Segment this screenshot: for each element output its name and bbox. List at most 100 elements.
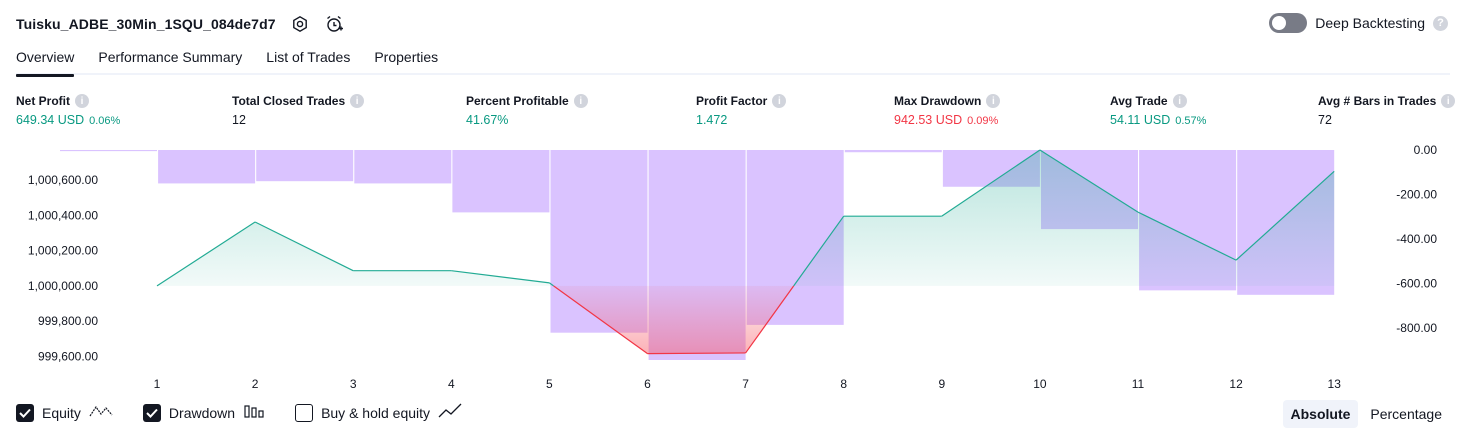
legend-label: Buy & hold equity [321,404,431,421]
right-axis-tick-label: -400.00 [1396,232,1437,246]
left-axis-tick-label: 999,800.00 [38,314,98,328]
metric-percent: 0.57% [1175,115,1207,127]
metric-net-profit: Net Profit i 649.34 USD 0.06% [16,94,120,127]
metric-max-drawdown: Max Drawdown i 942.53 USD 0.09% [894,94,1001,127]
deep-backtesting-toggle[interactable] [1269,13,1308,33]
tab-properties[interactable]: Properties [374,49,439,65]
info-icon[interactable]: i [350,94,365,108]
x-axis-tick-label: 11 [1132,377,1145,391]
equity-line-segment [156,221,256,287]
chart-legend: Equity Drawdown Buy & hold equity [16,403,462,422]
x-axis-tick-label: 10 [1033,377,1047,391]
equity-line-segment [451,270,550,284]
metric-percent: 0.06% [89,115,121,127]
absolute-button[interactable]: Absolute [1282,400,1359,428]
x-axis-tick-label: 2 [252,377,259,391]
strategy-title: Tuisku_ADBE_30Min_1SQU_084de7d7 [16,16,276,32]
drawdown-bar [844,150,942,153]
equity-checkbox[interactable] [16,403,34,422]
x-axis-tick-label: 4 [448,377,455,391]
equity-line-segment [553,285,648,355]
right-axis-tick-label: 0.00 [1414,143,1438,157]
metric-label: Max Drawdown [894,94,982,108]
report-header: Tuisku_ADBE_30Min_1SQU_084de7d7 [16,12,344,36]
right-axis-tick-label: -800.00 [1396,321,1437,335]
right-axis-tick-label: -600.00 [1396,277,1437,291]
left-axis-tick-label: 999,600.00 [38,349,98,363]
deep-backtesting-control: Deep Backtesting ? [1269,13,1448,33]
equity-line-segment [254,221,354,272]
info-icon[interactable]: i [986,94,1001,108]
equity-line-segment [745,285,795,354]
metric-label: Avg # Bars in Trades [1318,94,1437,108]
x-axis-tick-label: 6 [644,377,651,391]
tab-performance-summary[interactable]: Performance Summary [98,49,243,65]
equity-drawdown-chart[interactable]: 1,000,600.00 1,000,400.00 1,000,200.00 1,00… [0,140,1466,395]
metric-total-closed-trades: Total Closed Trades i 12 [232,94,365,127]
metric-avg-trade: Avg Trade i 54.11 USD 0.57% [1110,94,1206,127]
metric-value: 1.472 [696,113,728,127]
equity-line-segment [647,352,746,355]
drawdown-bar [256,150,354,182]
buy-hold-checkbox[interactable] [295,403,314,422]
metric-label: Percent Profitable [466,94,569,108]
info-icon[interactable]: i [75,94,89,108]
metric-percent-profitable: Percent Profitable i 41.67% [466,94,588,127]
left-axis-tick-label: 1,000,200.00 [28,244,98,258]
x-axis-tick-label: 1 [154,377,161,391]
legend-buy-hold-equity[interactable]: Buy & hold equity [295,403,462,422]
drawdown-bar [354,150,452,184]
left-axis-tick-label: 1,000,400.00 [28,208,98,222]
x-axis-tick-label: 5 [546,377,553,391]
metric-value: 54.11 USD [1110,113,1171,127]
x-axis-tick-label: 9 [938,377,945,391]
metric-avg-bars-in-trades: Avg # Bars in Trades i 72 [1318,94,1456,127]
x-axis-tick-label: 12 [1229,377,1243,391]
metric-value: 72 [1318,113,1332,127]
drawdown-checkbox[interactable] [142,403,161,422]
equity-line-segment [793,215,845,287]
help-icon[interactable]: ? [1433,15,1448,31]
legend-equity[interactable]: Equity [16,403,113,422]
metric-profit-factor: Profit Factor i 1.472 [696,94,787,127]
metric-value: 942.53 USD [894,113,963,127]
report-tabs: Overview Performance Summary List of Tra… [16,47,1450,77]
x-axis-tick-label: 13 [1328,377,1342,391]
legend-drawdown[interactable]: Drawdown [142,403,265,422]
metric-percent: 0.09% [967,115,999,127]
metric-value: 41.67% [466,113,509,127]
equity-line-segment [1137,211,1237,261]
x-axis-tick-label: 8 [840,377,847,391]
equity-profit-area [157,150,1335,286]
tab-list-of-trades[interactable]: List of Trades [266,49,351,65]
add-alert-clock-icon[interactable] [324,14,344,34]
drawdown-bar [452,150,550,213]
equity-line-icon [89,403,113,422]
tab-overview[interactable]: Overview [16,47,75,77]
deep-backtesting-label: Deep Backtesting [1315,15,1425,31]
display-mode-switch: Absolute Percentage [1282,400,1451,428]
equity-line-segment [941,149,1041,217]
equity-loss-area [157,285,1335,354]
metric-value: 649.34 USD [16,113,85,127]
drawdown-bars-icon [243,403,265,422]
equity-line-segment [549,282,554,287]
metric-label: Avg Trade [1110,94,1168,108]
info-icon[interactable]: i [573,94,588,108]
right-axis-tick-label: -200.00 [1396,188,1437,202]
left-axis-tick-label: 1,000,000.00 [28,279,98,293]
info-icon[interactable]: i [1441,94,1456,108]
x-axis-tick-label: 7 [742,377,749,391]
drawdown-bar [60,150,157,152]
settings-gear-icon[interactable] [290,14,310,34]
metric-label: Net Profit [16,94,70,108]
metric-label: Profit Factor [696,94,768,108]
left-axis-tick-label: 1,000,600.00 [28,173,98,187]
equity-line-segment [1235,170,1335,261]
info-icon[interactable]: i [772,94,787,108]
percentage-button[interactable]: Percentage [1370,406,1442,422]
buy-hold-line-icon [438,403,462,422]
info-icon[interactable]: i [1172,94,1187,108]
equity-line-segment [1039,149,1139,213]
metric-value: 12 [232,113,246,127]
